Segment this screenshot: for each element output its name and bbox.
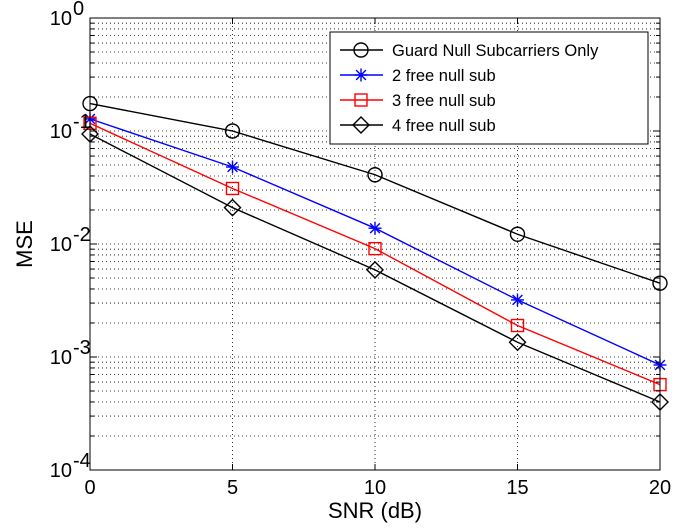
- data-point-square: [354, 93, 368, 107]
- svg-text:-1: -1: [73, 111, 91, 133]
- legend-label: 4 free null sub: [392, 117, 496, 135]
- x-tick-label: 15: [506, 477, 528, 499]
- data-point-diamond: [223, 198, 242, 217]
- svg-text:-4: -4: [73, 450, 91, 472]
- data-point-diamond: [352, 116, 370, 134]
- legend-label: 3 free null sub: [392, 92, 496, 110]
- x-tick-label: 5: [227, 477, 238, 499]
- data-point-circle: [367, 167, 383, 183]
- data-point-circle: [353, 42, 369, 58]
- x-axis-label: SNR (dB): [328, 498, 422, 523]
- svg-text:10: 10: [50, 121, 72, 143]
- svg-text:10: 10: [50, 460, 72, 482]
- y-tick-label: 10 -3: [50, 337, 91, 369]
- data-point-asterisk: [368, 221, 382, 235]
- legend-label: Guard Null Subcarriers Only: [392, 42, 599, 60]
- x-tick-label: 20: [649, 477, 671, 499]
- data-point-square: [225, 181, 240, 196]
- svg-text:-3: -3: [73, 337, 91, 359]
- legend-label: 2 free null sub: [392, 67, 496, 85]
- svg-text:0: 0: [73, 0, 84, 20]
- y-tick-label: 10 -2: [50, 224, 91, 256]
- legend-item: Guard Null Subcarriers Only: [340, 42, 599, 60]
- data-point-diamond: [366, 260, 384, 279]
- data-point-circle: [509, 226, 526, 242]
- data-point-asterisk: [354, 68, 368, 82]
- data-point-diamond: [508, 333, 527, 352]
- data-point-square: [510, 318, 525, 333]
- y-tick-label: 10 -4: [50, 450, 91, 482]
- data-point-circle: [224, 123, 241, 139]
- x-tick-label: 0: [84, 477, 95, 499]
- x-tick-label: 10: [364, 477, 386, 499]
- svg-text:10: 10: [50, 347, 72, 369]
- svg-text:10: 10: [50, 234, 72, 256]
- legend-item: 3 free null sub: [340, 92, 496, 110]
- svg-text:10: 10: [50, 8, 72, 30]
- svg-text:-2: -2: [73, 224, 91, 246]
- y-tick-label: 10 -1: [50, 111, 91, 143]
- y-tick-label: 10 0: [50, 0, 84, 30]
- series-line: [89, 133, 661, 403]
- legend-item: 2 free null sub: [340, 67, 496, 85]
- y-axis-label: MSE: [12, 220, 37, 268]
- legend: Guard Null Subcarriers Only 2 free null s…: [329, 31, 649, 145]
- series-line: [89, 102, 661, 284]
- data-point-asterisk: [511, 293, 524, 307]
- series-line: [89, 122, 661, 386]
- data-point-asterisk: [226, 160, 239, 174]
- data-point-square: [368, 241, 382, 256]
- legend-item: 4 free null sub: [340, 116, 496, 135]
